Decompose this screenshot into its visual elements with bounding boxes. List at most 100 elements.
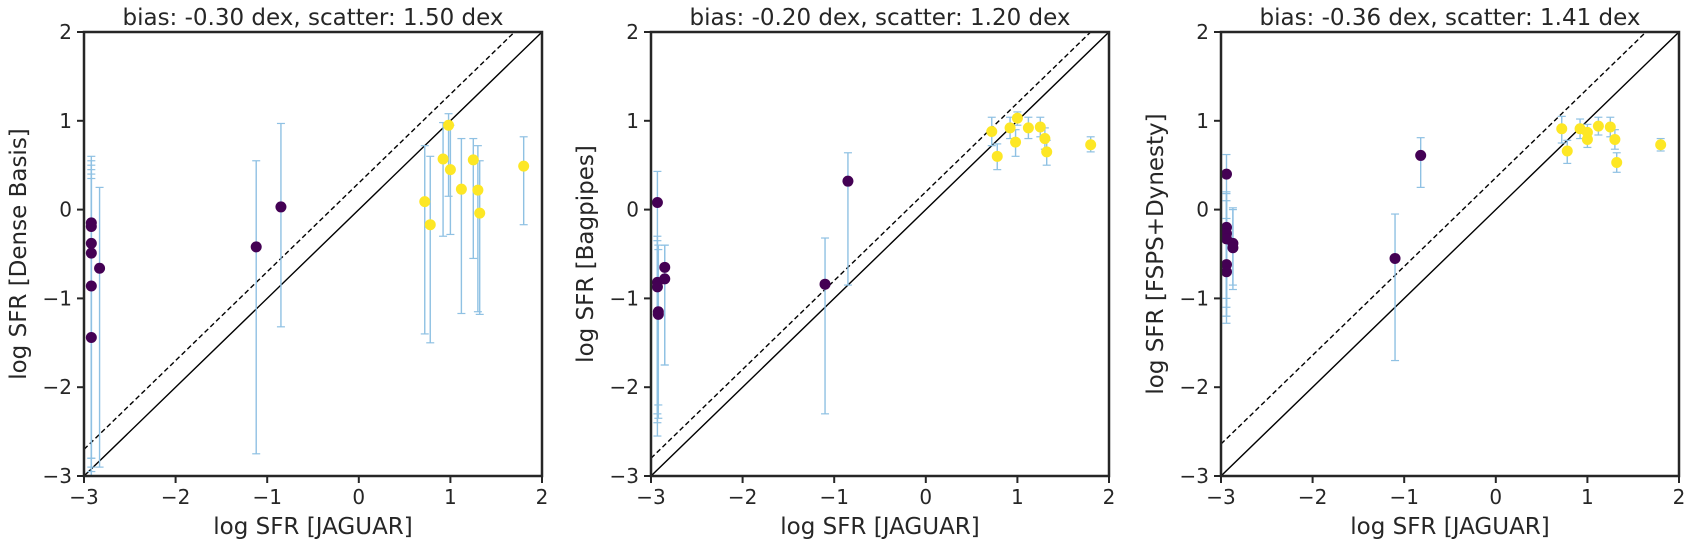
data-point <box>85 247 97 259</box>
y-tick-label: 2 <box>59 20 72 44</box>
data-point <box>1227 242 1239 254</box>
data-point <box>1022 122 1034 134</box>
x-tick-label: −3 <box>69 485 98 509</box>
x-tick-label: −3 <box>1206 485 1235 509</box>
y-tick-label: −1 <box>1180 286 1209 310</box>
x-tick-label: −1 <box>819 485 848 509</box>
data-point <box>659 261 671 273</box>
y-tick-label: −3 <box>610 464 639 488</box>
data-point <box>250 241 262 253</box>
plot-area <box>1219 30 1681 478</box>
tick-labels: −3 −2 −1 0 1 2 −3 −2 −1 0 1 2 <box>610 20 1116 509</box>
data-point <box>1609 133 1621 145</box>
axes-frame <box>82 30 544 478</box>
data-point <box>419 196 431 208</box>
data-point <box>659 273 671 285</box>
x-tick-label: −3 <box>636 485 665 509</box>
data-point <box>85 220 97 232</box>
one-to-one-line <box>651 32 1109 476</box>
y-tick-label: 0 <box>59 198 72 222</box>
data-point <box>819 278 831 290</box>
data-point <box>986 125 998 137</box>
data-point <box>1592 120 1604 132</box>
y-tick-label: 2 <box>626 20 639 44</box>
y-tick-label: −1 <box>610 286 639 310</box>
offset-reference-line <box>1221 32 1648 445</box>
data-point <box>1085 139 1097 151</box>
one-to-one-line <box>84 32 542 476</box>
data-point <box>1221 168 1232 180</box>
panel-dense-basis: bias: -0.30 dex, scatter: 1.50 dex log S… <box>6 5 548 540</box>
panel-title: bias: -0.36 dex, scatter: 1.41 dex <box>1259 5 1640 31</box>
panel-title: bias: -0.30 dex, scatter: 1.50 dex <box>122 5 503 31</box>
offset-reference-line <box>651 32 1092 459</box>
axes-frame <box>649 30 1111 478</box>
data-point <box>1561 145 1573 157</box>
x-tick-label: −2 <box>161 485 190 509</box>
data-point <box>94 262 106 274</box>
y-tick-label: 1 <box>1196 109 1209 133</box>
x-tick-label: 1 <box>444 485 457 509</box>
x-tick-label: −2 <box>728 485 757 509</box>
data-point <box>518 160 530 172</box>
y-tick-label: −3 <box>43 464 72 488</box>
data-point <box>1611 157 1623 169</box>
data-point <box>1604 121 1616 133</box>
x-axis-label: log SFR [JAGUAR] <box>213 514 413 540</box>
data-point <box>443 119 455 131</box>
plot-clip <box>1221 32 1679 476</box>
x-tick-label: 2 <box>536 485 549 509</box>
data-point <box>85 237 97 249</box>
y-tick-label: 2 <box>1196 20 1209 44</box>
tick-labels: −3 −2 −1 0 1 2 −3 −2 −1 0 1 2 <box>43 20 549 509</box>
plot-area <box>82 30 544 478</box>
data-point <box>424 219 436 231</box>
data-point <box>472 184 484 196</box>
x-tick-label: 2 <box>1103 485 1116 509</box>
panel-title: bias: -0.20 dex, scatter: 1.20 dex <box>689 5 1070 31</box>
y-tick-label: −2 <box>610 375 639 399</box>
x-axis-label: log SFR [JAGUAR] <box>1350 514 1550 540</box>
y-tick-label: −1 <box>43 286 72 310</box>
data-point <box>85 331 97 343</box>
y-tick-label: 1 <box>626 109 639 133</box>
x-tick-label: 0 <box>352 485 365 509</box>
panel-bagpipes: bias: -0.20 dex, scatter: 1.20 dex log S… <box>573 5 1115 540</box>
y-tick-label: −2 <box>43 375 72 399</box>
data-point <box>437 153 449 165</box>
x-tick-label: 2 <box>1673 485 1686 509</box>
data-point <box>1415 149 1427 161</box>
y-tick-label: 1 <box>59 109 72 133</box>
data-point <box>455 183 467 195</box>
data-point <box>991 150 1003 162</box>
y-tick-label: −3 <box>1180 464 1209 488</box>
x-tick-label: −2 <box>1298 485 1327 509</box>
offset-reference-line <box>84 32 516 450</box>
y-tick-label: −2 <box>1180 375 1209 399</box>
tick-labels: −3 −2 −1 0 1 2 −3 −2 −1 0 1 2 <box>1180 20 1686 509</box>
data-point <box>467 154 479 166</box>
y-tick-label: 0 <box>1196 198 1209 222</box>
data-point <box>1581 126 1593 138</box>
x-tick-label: 0 <box>1489 485 1502 509</box>
data-point <box>275 201 287 213</box>
x-tick-label: −1 <box>252 485 281 509</box>
data-point <box>1389 252 1401 264</box>
data-point <box>1556 123 1568 135</box>
y-tick-label: 0 <box>626 198 639 222</box>
one-to-one-line <box>1221 32 1679 476</box>
data-point <box>652 308 664 320</box>
x-tick-label: 1 <box>1581 485 1594 509</box>
x-axis-label: log SFR [JAGUAR] <box>780 514 980 540</box>
data-point <box>1221 266 1232 278</box>
plot-clip <box>84 32 542 476</box>
data-point <box>1004 122 1016 134</box>
data-point <box>1010 136 1022 148</box>
data-point <box>1034 121 1046 133</box>
y-axis-label: log SFR [Bagpipes] <box>573 145 599 363</box>
axes-frame <box>1219 30 1681 478</box>
x-tick-label: 0 <box>919 485 932 509</box>
data-point <box>651 281 663 293</box>
data-point <box>1011 112 1023 124</box>
x-tick-label: 1 <box>1011 485 1024 509</box>
